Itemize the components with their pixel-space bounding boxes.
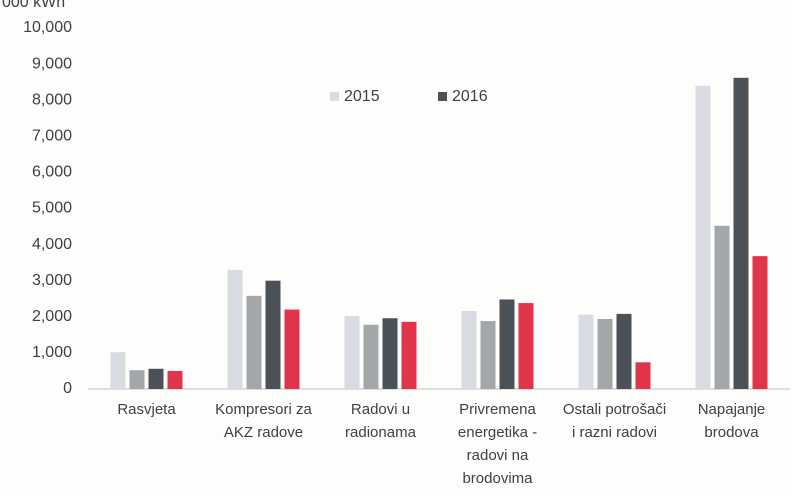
- bar: [167, 370, 183, 389]
- y-tick-label: 1,000: [32, 344, 72, 361]
- x-tick-label: Privremena energetika - radovi na brodov…: [457, 401, 538, 487]
- legend-swatch: [330, 92, 339, 101]
- bar: [578, 314, 594, 389]
- bar: [616, 313, 632, 389]
- x-tick-label: Ostali potrošači i razni radovi: [562, 401, 667, 441]
- bar: [635, 362, 651, 389]
- legend-label: 2015: [344, 88, 380, 105]
- bar: [363, 324, 379, 389]
- bar: [518, 303, 534, 389]
- y-axis-label: 000 kWh: [2, 0, 65, 11]
- y-tick-label: 6,000: [32, 164, 72, 181]
- bar: [344, 316, 360, 389]
- y-tick-label: 5,000: [32, 200, 72, 217]
- y-tick-label: 7,000: [32, 128, 72, 145]
- y-tick-label: 0: [63, 380, 72, 397]
- y-tick-label: 3,000: [32, 272, 72, 289]
- x-tick-label: Napajanje brodova: [697, 401, 766, 441]
- bar: [148, 368, 164, 389]
- bar: [382, 318, 398, 389]
- bar: [284, 309, 300, 389]
- y-tick-label: 2,000: [32, 308, 72, 325]
- bar: [752, 256, 768, 389]
- bar: [461, 311, 477, 389]
- bar: [401, 321, 417, 389]
- bar: [480, 321, 496, 389]
- x-tick-label: Kompresori za AKZ radove: [215, 401, 312, 441]
- bar: [733, 77, 749, 390]
- legend-swatch: [438, 92, 447, 101]
- bar: [227, 269, 243, 389]
- x-tick-label: Rasvjeta: [117, 401, 176, 418]
- bar: [714, 225, 730, 389]
- bar: [129, 370, 145, 389]
- x-tick-label: Radovi u radionama: [345, 401, 416, 441]
- bar: [110, 352, 126, 389]
- bar: [597, 318, 613, 389]
- bar: [499, 299, 515, 389]
- y-tick-label: 10,000: [23, 19, 72, 36]
- y-tick-label: 9,000: [32, 55, 72, 72]
- y-tick-label: 8,000: [32, 91, 72, 108]
- bar: [695, 85, 711, 389]
- y-tick-label: 4,000: [32, 236, 72, 253]
- bar: [265, 280, 281, 389]
- legend-label: 2016: [452, 88, 488, 105]
- bar: [246, 295, 262, 389]
